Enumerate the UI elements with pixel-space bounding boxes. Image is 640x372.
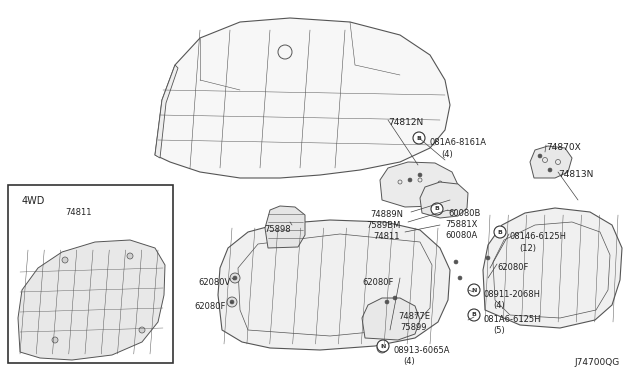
Polygon shape [420, 182, 468, 218]
Polygon shape [362, 298, 420, 340]
Circle shape [377, 340, 389, 352]
Text: 62080V: 62080V [198, 278, 230, 287]
Text: (12): (12) [519, 244, 536, 253]
Text: 60080B: 60080B [448, 209, 481, 218]
Text: N: N [380, 343, 386, 349]
Circle shape [408, 178, 412, 182]
Text: 08911-2068H: 08911-2068H [484, 290, 541, 299]
Polygon shape [218, 220, 450, 350]
Circle shape [454, 260, 458, 264]
Circle shape [486, 256, 490, 260]
Text: 62080F: 62080F [497, 263, 529, 272]
Polygon shape [530, 146, 572, 178]
Text: (4): (4) [493, 301, 505, 310]
Text: 62080F: 62080F [194, 302, 225, 311]
Text: 74811: 74811 [373, 232, 399, 241]
Circle shape [431, 203, 443, 215]
Circle shape [393, 296, 397, 300]
Polygon shape [155, 18, 450, 178]
Text: 74812N: 74812N [388, 118, 423, 127]
Polygon shape [265, 206, 305, 248]
Circle shape [233, 276, 237, 280]
Text: 7589BM: 7589BM [366, 221, 401, 230]
Text: 75898: 75898 [264, 225, 291, 234]
Text: 74870X: 74870X [546, 143, 580, 152]
Text: 08146-6125H: 08146-6125H [510, 232, 567, 241]
Text: B: B [497, 230, 502, 234]
Circle shape [418, 173, 422, 177]
Text: B: B [417, 135, 421, 141]
Text: 74889N: 74889N [370, 210, 403, 219]
Text: J74700QG: J74700QG [574, 358, 620, 367]
Circle shape [458, 276, 462, 280]
Circle shape [468, 284, 480, 296]
Circle shape [230, 300, 234, 304]
Text: 4WD: 4WD [22, 196, 45, 206]
Polygon shape [155, 65, 178, 158]
Text: 75881X: 75881X [445, 220, 477, 229]
Polygon shape [483, 208, 622, 328]
Circle shape [548, 168, 552, 172]
Text: 74813N: 74813N [558, 170, 593, 179]
Text: 74877E: 74877E [398, 312, 430, 321]
Circle shape [413, 132, 425, 144]
Text: 081A6-8161A: 081A6-8161A [430, 138, 487, 147]
Bar [8, 185, 173, 363]
Text: 74811: 74811 [65, 208, 92, 217]
Circle shape [227, 297, 237, 307]
Circle shape [377, 343, 387, 353]
Text: 081A6-6125H: 081A6-6125H [484, 315, 541, 324]
Circle shape [62, 257, 68, 263]
Circle shape [494, 226, 506, 238]
Text: 08913-6065A: 08913-6065A [394, 346, 451, 355]
Text: N: N [471, 288, 477, 292]
Text: (4): (4) [403, 357, 415, 366]
Text: B: B [435, 206, 440, 212]
Text: 60080A: 60080A [445, 231, 477, 240]
Circle shape [468, 309, 480, 321]
Circle shape [127, 253, 133, 259]
Circle shape [52, 337, 58, 343]
Text: (4): (4) [441, 150, 452, 159]
Polygon shape [18, 240, 165, 360]
Circle shape [385, 300, 389, 304]
Circle shape [139, 327, 145, 333]
Text: 75899: 75899 [400, 323, 426, 332]
Circle shape [380, 346, 384, 350]
Circle shape [538, 154, 542, 158]
Text: (5): (5) [493, 326, 505, 335]
Circle shape [230, 273, 240, 283]
Text: B: B [472, 312, 476, 317]
Text: 62080F: 62080F [362, 278, 394, 287]
Polygon shape [380, 162, 458, 207]
